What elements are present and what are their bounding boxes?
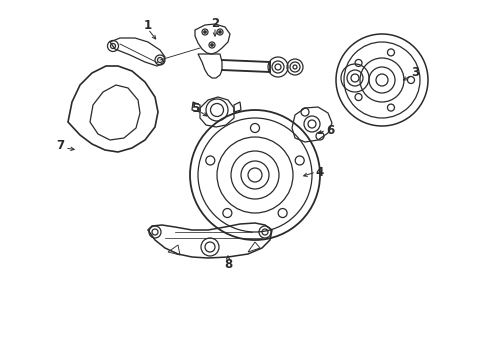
Text: 5: 5 bbox=[191, 102, 199, 114]
Text: 3: 3 bbox=[411, 66, 419, 78]
Text: 8: 8 bbox=[224, 258, 232, 271]
Text: 1: 1 bbox=[144, 18, 152, 32]
Circle shape bbox=[204, 31, 206, 33]
Text: 6: 6 bbox=[326, 123, 334, 136]
Text: 4: 4 bbox=[316, 166, 324, 179]
Polygon shape bbox=[90, 85, 140, 140]
Circle shape bbox=[211, 44, 213, 46]
Circle shape bbox=[219, 31, 221, 33]
Text: 2: 2 bbox=[211, 17, 219, 30]
Text: 7: 7 bbox=[56, 139, 64, 152]
